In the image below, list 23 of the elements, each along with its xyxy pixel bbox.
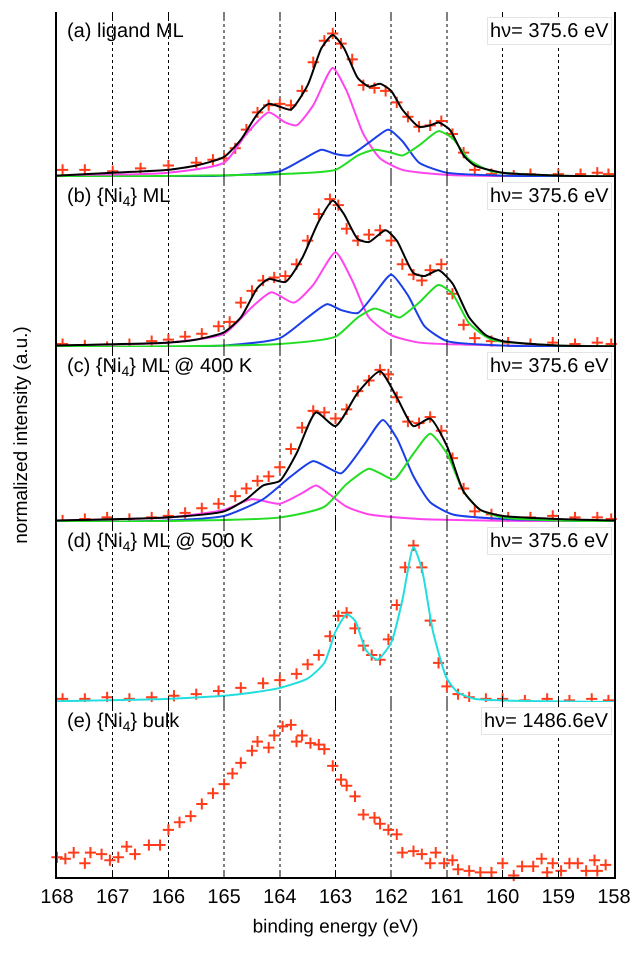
- x-tick-label: 167: [96, 886, 130, 908]
- chart-title: (b) {Ni$_{4}$} ML: [67, 185, 170, 210]
- x-tick-label: 165: [207, 886, 241, 908]
- chart-title: (a) ligand ML: [67, 20, 184, 42]
- annotation: hν= 375.6 eV: [490, 20, 610, 42]
- annotation: hν= 375.6 eV: [490, 355, 610, 377]
- annotation: hν= 375.6 eV: [490, 185, 610, 207]
- x-axis-title: binding energy (eV): [252, 916, 418, 938]
- chart-title: (c) {Ni$_{4}$} ML @ 400 K: [67, 355, 253, 380]
- x-tick-label: 166: [152, 886, 186, 908]
- annotation: hν= 375.6 eV: [490, 530, 610, 552]
- x-tick-label: 158: [597, 886, 631, 908]
- chart-title: (d) {Ni$_{4}$} ML @ 500 K: [67, 530, 254, 554]
- x-tick-label: 163: [318, 886, 352, 908]
- y-axis-title: normalized intensity (a.u.): [11, 326, 33, 544]
- x-tick-label: 164: [263, 886, 296, 908]
- x-tick-label: 162: [374, 886, 408, 908]
- x-tick-label: 161: [430, 886, 464, 908]
- x-tick-label: 168: [40, 886, 74, 908]
- x-tick-label: 160: [486, 886, 520, 908]
- chart-title: (e) {Ni$_{4}$} bulk: [67, 710, 180, 734]
- annotation: hν= 1486.6eV: [484, 710, 609, 732]
- x-tick-label: 159: [542, 886, 575, 908]
